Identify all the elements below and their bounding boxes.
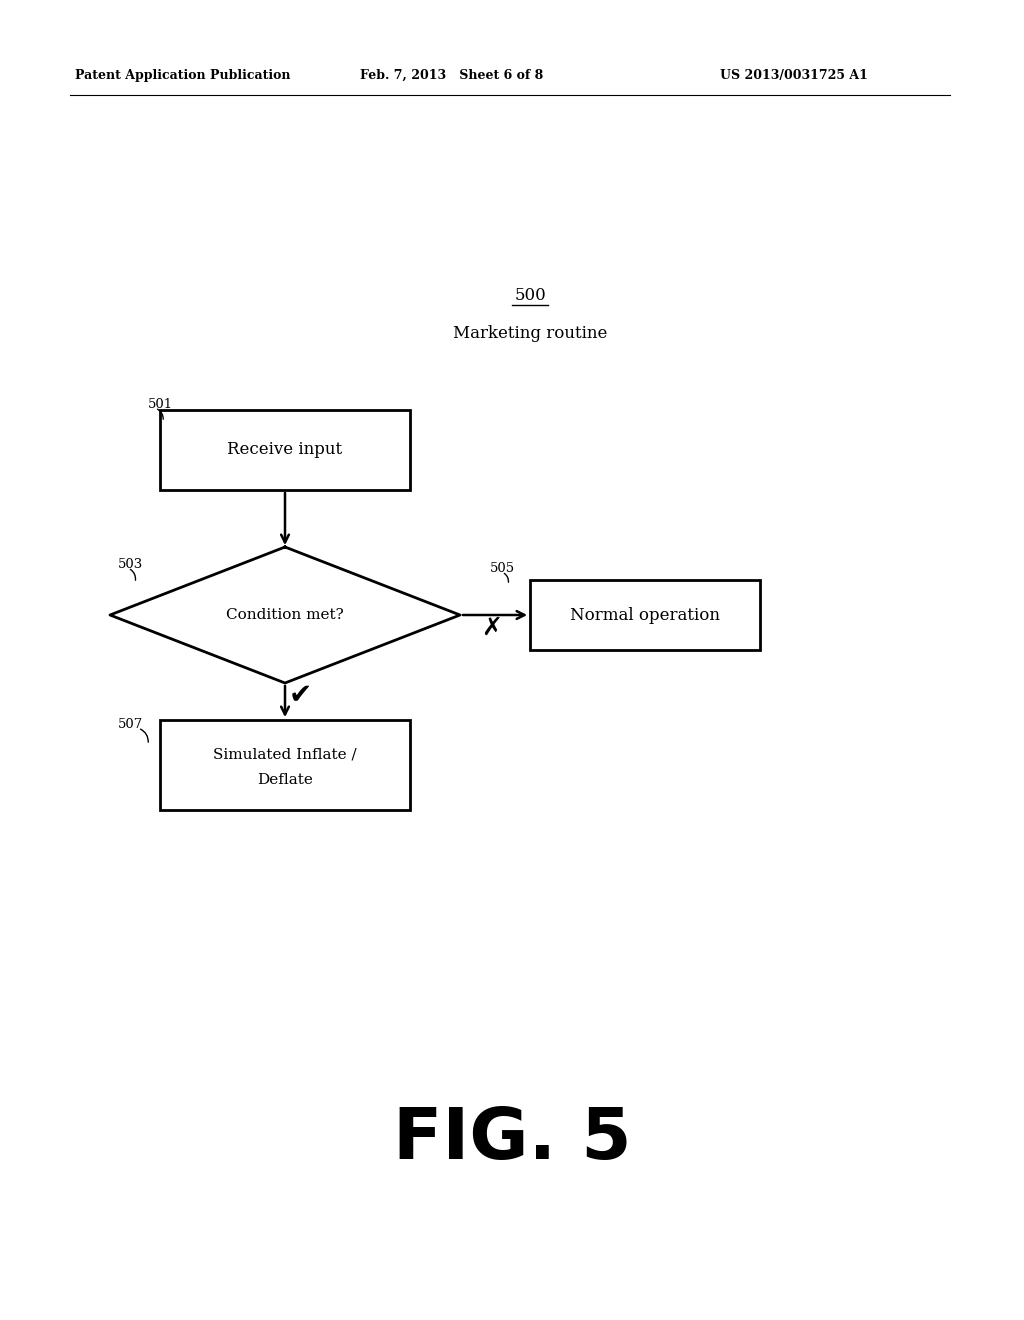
- Text: FIG. 5: FIG. 5: [393, 1106, 631, 1175]
- Bar: [160, 719, 410, 810]
- Text: US 2013/0031725 A1: US 2013/0031725 A1: [720, 69, 868, 82]
- Text: 507: 507: [118, 718, 143, 731]
- Text: 505: 505: [490, 561, 515, 574]
- Text: Marketing routine: Marketing routine: [453, 325, 607, 342]
- Text: Receive input: Receive input: [227, 441, 343, 458]
- Text: Normal operation: Normal operation: [570, 606, 720, 623]
- Text: ✔: ✔: [289, 681, 311, 709]
- Text: 500: 500: [514, 286, 546, 304]
- Text: Deflate: Deflate: [257, 774, 313, 787]
- Text: ✗: ✗: [481, 616, 503, 640]
- Text: Patent Application Publication: Patent Application Publication: [75, 69, 291, 82]
- Text: 501: 501: [148, 399, 173, 412]
- Bar: [160, 411, 410, 490]
- Text: Feb. 7, 2013   Sheet 6 of 8: Feb. 7, 2013 Sheet 6 of 8: [360, 69, 544, 82]
- Text: Condition met?: Condition met?: [226, 609, 344, 622]
- Text: Simulated Inflate /: Simulated Inflate /: [213, 748, 356, 762]
- Bar: [530, 579, 760, 649]
- Text: 503: 503: [118, 558, 143, 572]
